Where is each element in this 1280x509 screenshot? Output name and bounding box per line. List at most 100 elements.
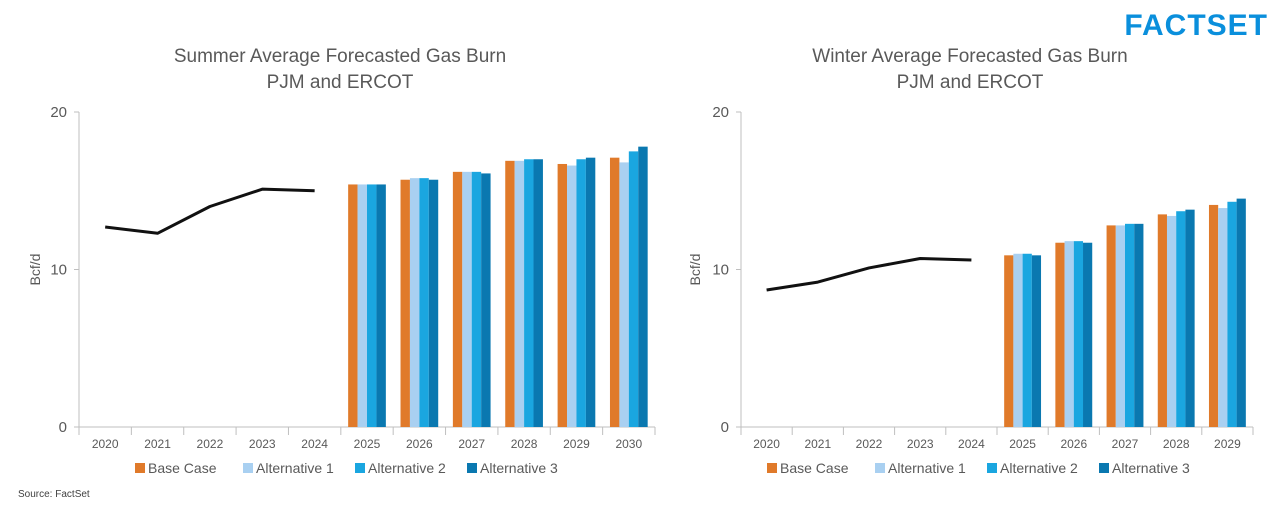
bar-alternative-3 [428,179,439,427]
x-tick-label: 2026 [406,437,433,451]
bar-alternative-3 [1185,209,1195,427]
bar-alternative-2 [1073,241,1084,427]
x-tick-label: 2025 [1009,437,1036,451]
x-tick-label: 2023 [907,437,934,451]
bar-alternative-1 [1013,253,1023,427]
bar-alternative-1 [409,178,420,427]
bar-base-case [1208,204,1219,427]
bar-base-case [400,179,410,427]
bar-alternative-3 [376,184,386,427]
bar-alternative-1 [1166,215,1177,427]
bar-alternative-3 [1134,223,1144,427]
x-tick-label: 2020 [92,437,119,451]
x-tick-label: 2020 [753,437,780,451]
legend-swatch [243,463,253,473]
summer-chart: Summer Average Forecasted Gas Burn PJM an… [27,46,656,476]
bar-alternative-3 [1236,198,1246,427]
x-tick-label: 2021 [144,437,171,451]
bar-alternative-3 [1031,255,1042,427]
legend-label: Base Case [780,460,849,476]
chart-title-line: Summer Average Forecasted Gas Burn [174,46,506,67]
legend-swatch [875,463,885,473]
bar-base-case [557,163,568,427]
x-tick-label: 2027 [1112,437,1139,451]
bar-alternative-2 [1125,223,1135,427]
legend-swatch [767,463,777,473]
x-tick-label: 2025 [354,437,381,451]
legend-label: Alternative 2 [1000,460,1078,476]
x-tick-label: 2021 [804,437,831,451]
y-tick-label: 0 [721,419,729,436]
chart-title-line: Winter Average Forecasted Gas Burn [812,46,1127,67]
x-tick-label: 2028 [1163,437,1190,451]
legend-swatch [987,463,997,473]
bar-alternative-2 [628,151,639,427]
x-tick-label: 2029 [1214,437,1241,451]
y-tick-label: 0 [59,419,67,436]
bar-alternative-3 [481,173,491,427]
bar-base-case [1157,214,1167,427]
y-tick-label: 10 [712,262,729,279]
bar-alternative-1 [619,162,629,427]
x-tick-label: 2022 [856,437,883,451]
x-tick-label: 2026 [1060,437,1087,451]
bar-alternative-1 [1064,241,1074,427]
bar-alternative-1 [462,171,472,427]
bar-alternative-2 [471,171,482,427]
source-note: Source: FactSet [18,489,90,500]
bar-alternative-1 [1115,225,1125,427]
legend-swatch [135,463,145,473]
bar-alternative-3 [1083,242,1093,427]
bar-alternative-1 [357,184,367,427]
bar-base-case [1004,255,1014,427]
bar-alternative-3 [533,159,543,427]
bar-alternative-3 [638,146,648,427]
bar-alternative-2 [576,159,586,427]
x-tick-label: 2028 [511,437,538,451]
y-axis-label: Bcf/d [27,254,43,286]
y-tick-label: 20 [50,104,67,121]
bar-alternative-2 [367,184,377,427]
legend-swatch [355,463,365,473]
legend-label: Alternative 1 [256,460,334,476]
legend-swatch [1099,463,1109,473]
x-tick-label: 2024 [301,437,328,451]
bar-base-case [609,157,620,428]
history-line [766,256,972,292]
bar-alternative-1 [514,160,525,427]
legend-label: Alternative 1 [888,460,966,476]
x-tick-label: 2027 [458,437,485,451]
winter-chart: Winter Average Forecasted Gas Burn PJM an… [687,46,1254,476]
legend-swatch [467,463,477,473]
legend-label: Alternative 3 [480,460,558,476]
history-line [105,187,315,235]
y-axis-label: Bcf/d [687,254,703,286]
bar-alternative-2 [419,178,429,427]
legend-label: Base Case [148,460,217,476]
x-tick-label: 2029 [563,437,590,451]
factset-logo: FACTSET [1124,9,1268,42]
x-tick-label: 2030 [615,437,642,451]
bar-alternative-2 [524,159,534,427]
bar-base-case [452,171,463,427]
bar-base-case [1106,225,1116,427]
x-tick-label: 2024 [958,437,985,451]
bar-alternative-1 [1218,208,1228,427]
legend-label: Alternative 2 [368,460,446,476]
x-tick-label: 2023 [249,437,276,451]
chart-title-line: PJM and ERCOT [897,72,1044,93]
legend-label: Alternative 3 [1112,460,1190,476]
bar-alternative-1 [567,165,577,428]
bar-alternative-3 [585,157,596,428]
bar-alternative-2 [1022,253,1032,427]
y-tick-label: 20 [712,104,729,121]
y-tick-label: 10 [50,262,67,279]
bar-base-case [1055,242,1065,427]
bar-base-case [348,184,358,427]
bar-base-case [505,160,515,427]
bar-alternative-2 [1176,211,1186,427]
x-tick-label: 2022 [197,437,224,451]
bar-alternative-2 [1227,201,1237,427]
chart-title-line: PJM and ERCOT [267,72,414,93]
